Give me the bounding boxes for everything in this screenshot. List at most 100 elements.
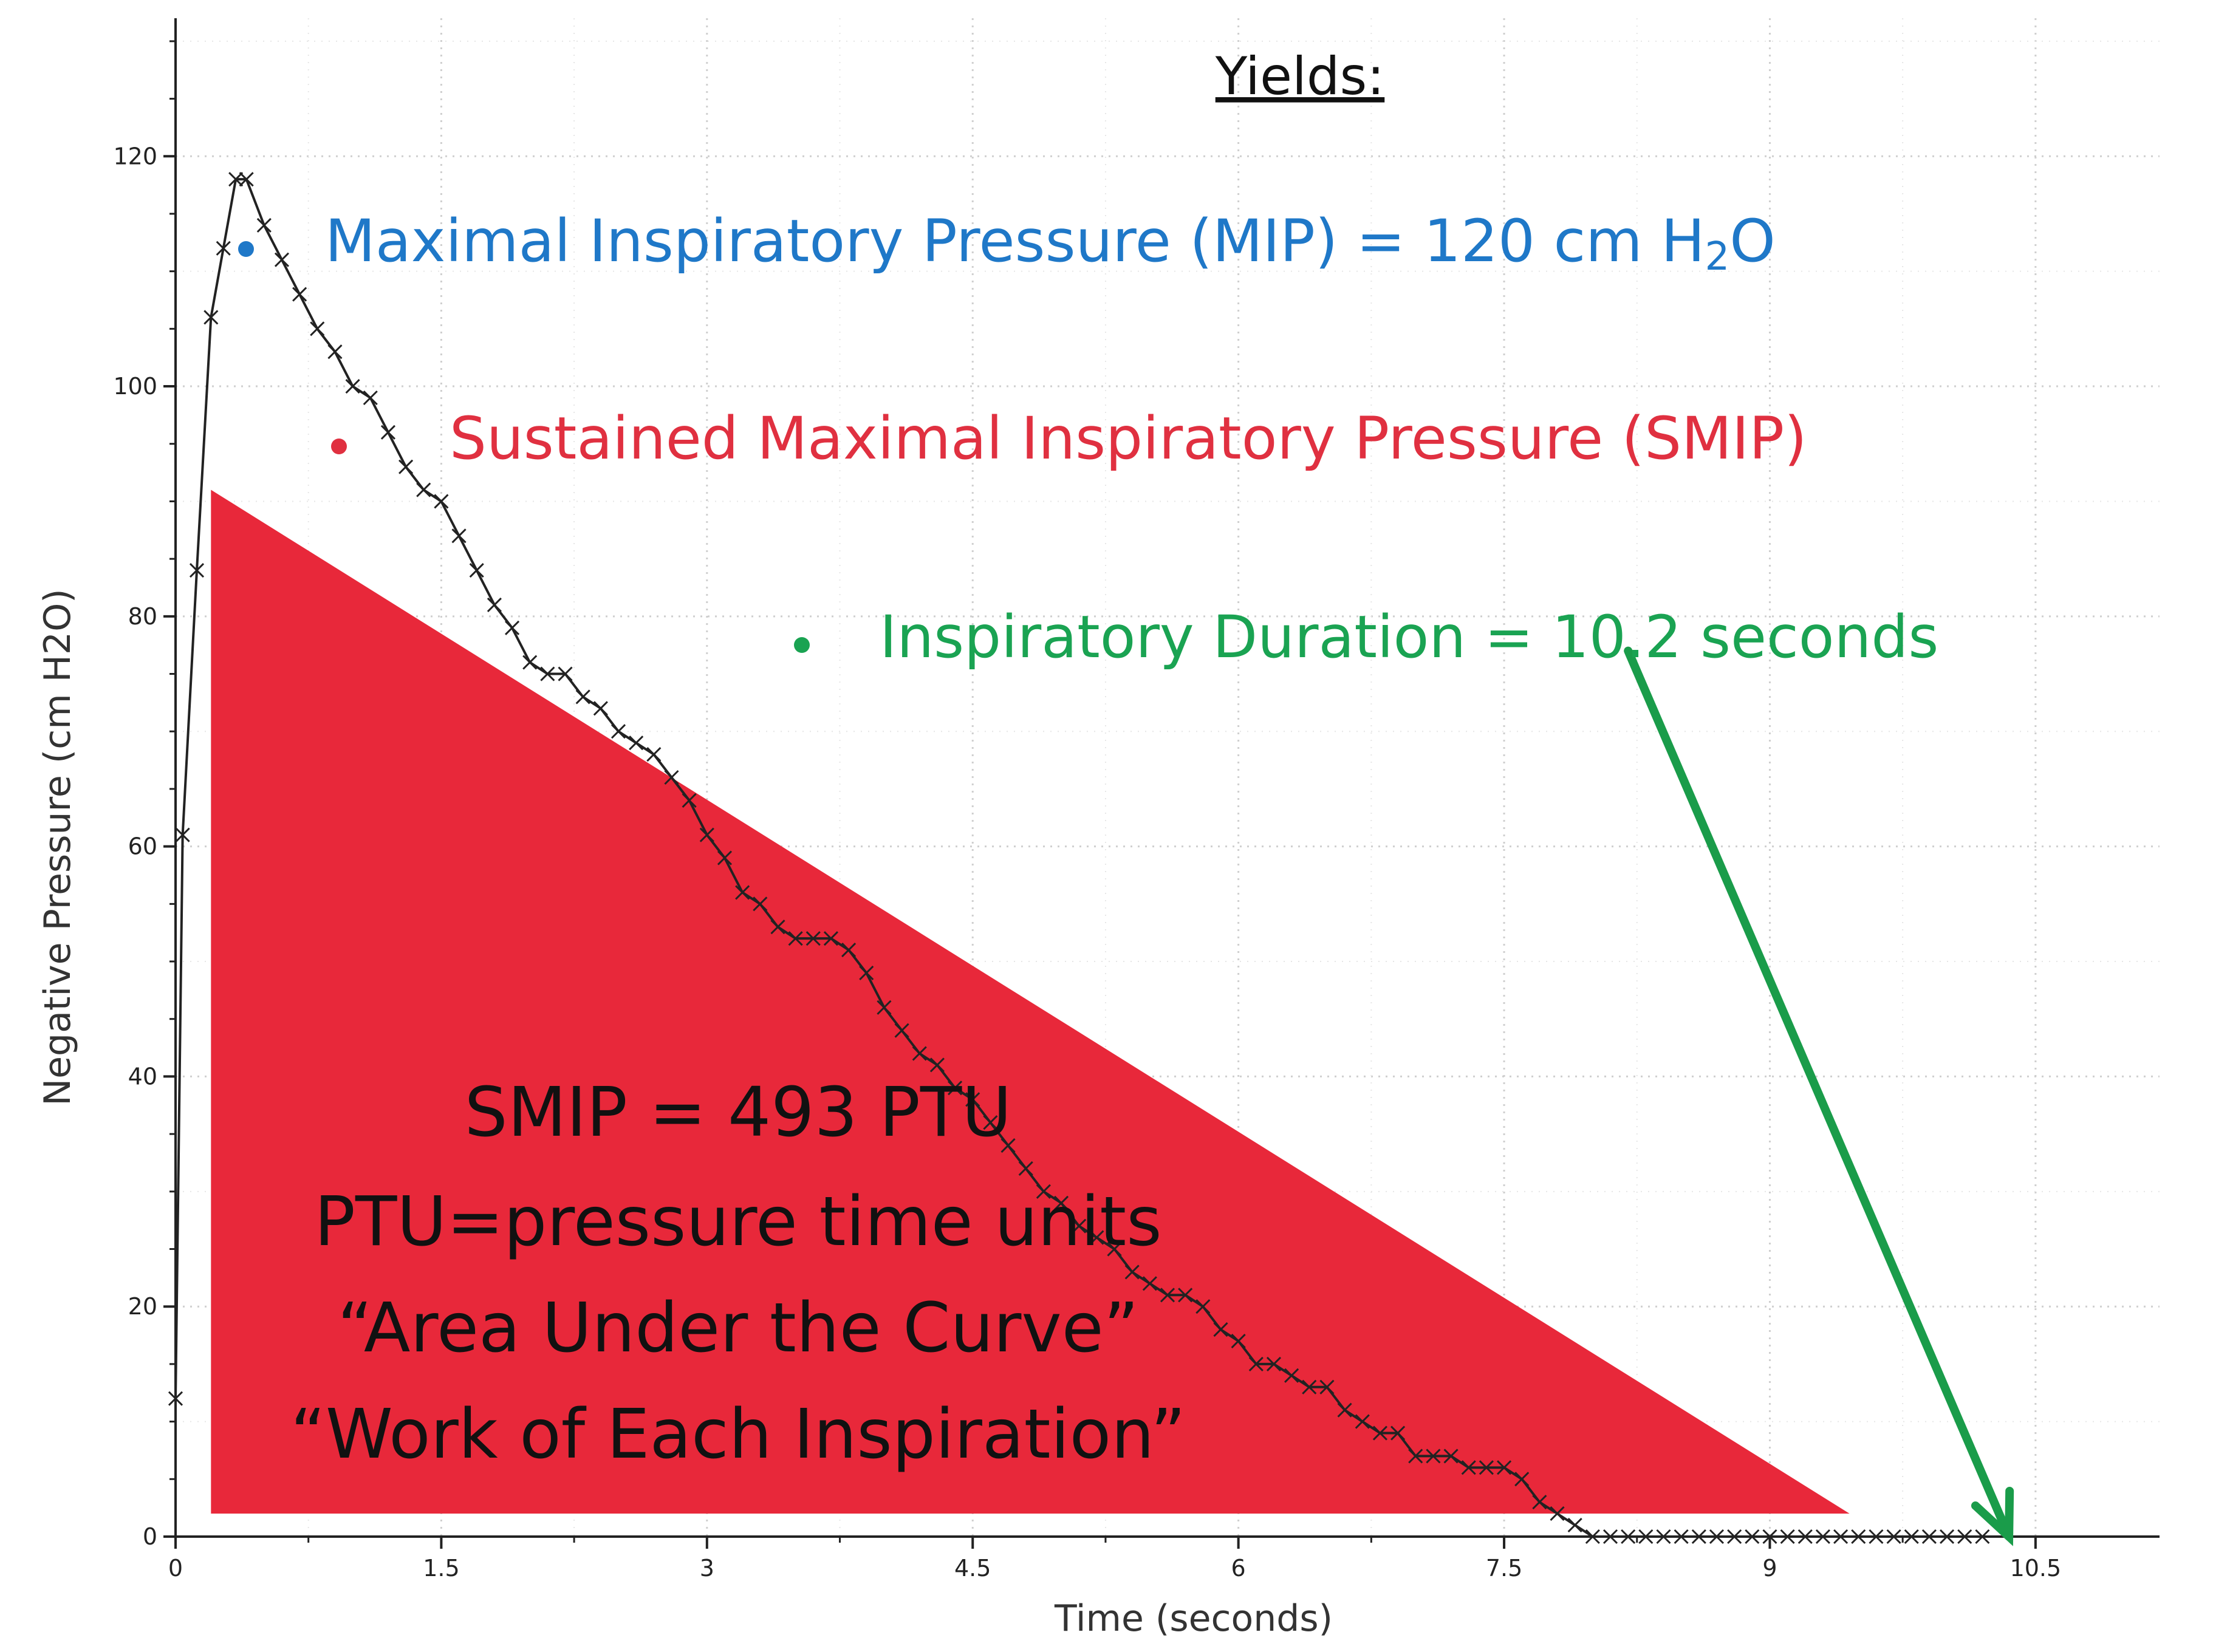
marker-stroke [1142, 1276, 1157, 1291]
marker-stroke [948, 1080, 963, 1096]
data-point-marker [593, 701, 608, 716]
marker-stroke [1390, 1425, 1406, 1441]
data-point-marker [522, 655, 538, 670]
mip-subscript: 2 [1705, 234, 1730, 279]
duration-annotation: Inspiratory Duration = 10.2 seconds [880, 603, 1938, 671]
marker-stroke [717, 850, 733, 865]
marker-stroke [1178, 1288, 1193, 1303]
marker-stroke [1000, 1138, 1016, 1153]
smip-value-line: SMIP = 493 PTU [465, 1073, 1012, 1152]
data-point-marker [274, 252, 290, 267]
data-point-marker [1550, 1506, 1565, 1521]
data-point-marker [1496, 1460, 1512, 1475]
data-point-marker [204, 310, 219, 325]
data-point-marker [629, 736, 644, 751]
data-point-marker [292, 287, 307, 302]
data-point-marker [1372, 1425, 1387, 1441]
marker-stroke [664, 770, 679, 785]
marker-stroke [1053, 1195, 1069, 1210]
data-point-marker [788, 931, 803, 946]
data-point-marker [1319, 1379, 1335, 1394]
data-point-marker [965, 1092, 980, 1107]
marker-stroke [1107, 1241, 1122, 1257]
data-point-marker [611, 724, 626, 739]
data-point-marker [487, 597, 502, 612]
smip-area-layer [211, 490, 1850, 1514]
data-point-marker [363, 390, 378, 406]
data-point-marker [1053, 1195, 1069, 1210]
data-point-marker [983, 1115, 998, 1130]
data-point-marker [345, 378, 360, 394]
marker-stroke [204, 310, 219, 325]
marker-stroke [310, 321, 325, 336]
data-point-marker [894, 1023, 909, 1038]
data-point-marker [1390, 1425, 1406, 1441]
data-point-marker [1337, 1402, 1352, 1418]
marker-stroke [469, 563, 484, 578]
data-point-marker [434, 494, 449, 509]
data-point-marker [310, 321, 325, 336]
marker-stroke [983, 1115, 998, 1130]
marker-stroke [1036, 1184, 1051, 1199]
y-tick-label: 80 [128, 603, 157, 630]
data-point-marker [1248, 1356, 1264, 1371]
x-tick-label: 1.5 [423, 1555, 459, 1582]
duration-arrow-head [1971, 1487, 2014, 1546]
data-point-marker [1408, 1449, 1423, 1464]
mip-annotation: Maximal Inspiratory Pressure (MIP) = 120… [325, 207, 1776, 279]
data-point-marker [929, 1057, 945, 1073]
data-point-marker [646, 747, 662, 762]
data-point-marker [1567, 1517, 1582, 1533]
marker-stroke [451, 528, 467, 544]
data-point-marker [1461, 1460, 1476, 1475]
marker-stroke [256, 217, 272, 233]
smip-annotation: Sustained Maximal Inspiratory Pressure (… [450, 404, 1807, 473]
marker-stroke [1089, 1230, 1104, 1245]
marker-stroke [540, 666, 555, 681]
data-point-marker [1089, 1230, 1104, 1245]
mip-bullet [238, 241, 254, 257]
data-point-marker [175, 827, 190, 842]
duration-arrow-shaft [1624, 646, 2014, 1541]
data-point-marker [1302, 1379, 1317, 1394]
data-point-marker [469, 563, 484, 578]
data-point-marker [1018, 1161, 1033, 1176]
marker-stroke [1550, 1506, 1565, 1521]
marker-stroke [753, 896, 768, 912]
data-point-marker [1426, 1449, 1441, 1464]
marker-stroke [1496, 1460, 1512, 1475]
data-point-marker [575, 689, 590, 705]
marker-stroke [1018, 1161, 1033, 1176]
marker-stroke [487, 597, 502, 612]
data-point-marker [735, 885, 750, 900]
marker-stroke [646, 747, 662, 762]
marker-stroke [1284, 1368, 1299, 1383]
data-point-marker [189, 563, 205, 578]
marker-stroke [1319, 1379, 1335, 1394]
y-tick-label: 60 [128, 833, 157, 860]
marker-stroke [894, 1023, 909, 1038]
data-point-marker [948, 1080, 963, 1096]
data-point-marker [1213, 1322, 1228, 1337]
marker-stroke [593, 701, 608, 716]
data-point-marker [1355, 1414, 1370, 1429]
marker-stroke [877, 1000, 892, 1015]
data-point-marker [216, 241, 231, 256]
x-tick-label: 7.5 [1486, 1555, 1522, 1582]
data-point-marker [1178, 1288, 1193, 1303]
marker-stroke [965, 1092, 980, 1107]
data-point-marker [1479, 1460, 1494, 1475]
data-point-marker [327, 344, 343, 360]
marker-stroke [1408, 1449, 1423, 1464]
marker-stroke [1479, 1460, 1494, 1475]
data-point-marker [805, 931, 821, 946]
marker-stroke [1355, 1414, 1370, 1429]
data-point-marker [1072, 1218, 1087, 1234]
x-tick-label: 0 [168, 1555, 183, 1582]
arrow-layer [1624, 646, 2014, 1546]
marker-stroke [434, 494, 449, 509]
marker-stroke [859, 965, 874, 981]
ticks: 0 1.5 3 4.5 6 7.5 9 10.5 0 20 40 60 80 100 120 [113, 40, 2061, 1582]
data-point-marker [841, 943, 857, 958]
